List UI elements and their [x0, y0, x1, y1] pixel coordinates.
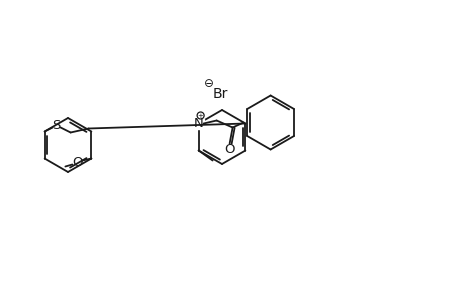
Text: Br: Br	[212, 86, 228, 100]
Text: S: S	[52, 119, 61, 132]
Text: O: O	[72, 156, 83, 169]
Text: ⊖: ⊖	[203, 77, 213, 90]
Text: O: O	[224, 143, 235, 156]
Text: N: N	[193, 117, 203, 130]
Bar	[193, 118, 203, 128]
Text: +: +	[197, 112, 203, 118]
